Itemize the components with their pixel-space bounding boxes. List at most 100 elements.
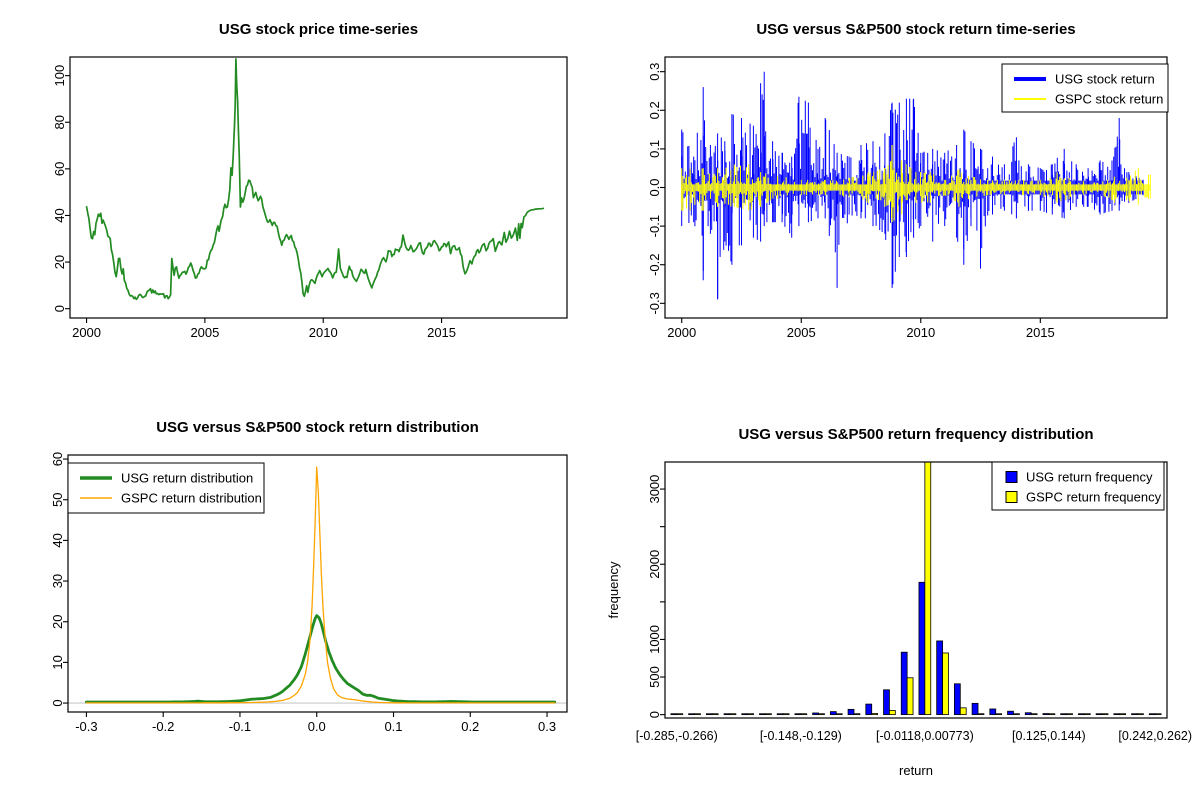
- series-usg-return-distribution: [85, 614, 557, 704]
- bar-usg-return-frequency: [953, 683, 961, 716]
- bar-usg-return-frequency: [812, 712, 819, 716]
- bin-tick-label: [-0.0118,0.00773): [876, 729, 974, 743]
- bar-usg-return-frequency: [1113, 713, 1121, 716]
- x-tick-label: 0.1: [384, 719, 402, 734]
- x-tick-label: 2000: [667, 325, 696, 340]
- y-tick-label: -0.2: [647, 254, 662, 276]
- bar-usg-return-frequency: [1078, 713, 1085, 716]
- legend: USG return frequency GSPC return frequenc…: [991, 461, 1165, 511]
- x-tick-label: 2010: [309, 325, 338, 340]
- bar-gspc-return-frequency: [1030, 713, 1038, 716]
- legend-label: USG return distribution: [121, 471, 253, 486]
- bar-usg-return-frequency: [1148, 713, 1156, 716]
- plot-box: [69, 56, 568, 319]
- bar-gspc-return-frequency: [853, 713, 861, 716]
- y-tick-label: 10: [50, 655, 65, 669]
- y-tick-label: 20: [50, 614, 65, 628]
- bar-gspc-return-frequency: [764, 713, 772, 716]
- bin-tick-label: [0.242,0.262): [1118, 729, 1192, 743]
- y-tick-label: 40: [52, 208, 67, 222]
- panel-usg-price-timeseries: USG stock price time-series 2000 2005 2010 2…: [52, 21, 568, 340]
- bin-tick-label: [-0.285,-0.266): [636, 729, 718, 743]
- legend-label: GSPC return distribution: [121, 491, 262, 506]
- y-tick-label: 500: [647, 666, 662, 688]
- y-tick-label: 50: [50, 492, 65, 506]
- x-tick-label: 0.0: [308, 719, 326, 734]
- plot-series: [681, 71, 1151, 300]
- chart-title: USG versus S&P500 return frequency distr…: [738, 426, 1093, 443]
- bar-usg-return-frequency: [1060, 713, 1068, 716]
- x-tick-label: -0.1: [229, 719, 251, 734]
- y-tick-label: 0: [50, 699, 65, 706]
- bar-gspc-return-frequency: [676, 713, 684, 716]
- bar-usg-return-frequency: [688, 713, 695, 716]
- y-tick-label: -0.1: [647, 215, 662, 237]
- plot-box: [67, 454, 568, 713]
- legend-rect-swatch-icon: [1005, 491, 1018, 503]
- series-gspc-stock-return: [681, 145, 1151, 223]
- bar-gspc-return-frequency: [1083, 713, 1091, 716]
- y-tick-label: 0.3: [647, 63, 662, 81]
- bar-gspc-return-frequency: [782, 713, 790, 716]
- x-tick-label: 2000: [72, 325, 101, 340]
- bar-usg-return-frequency: [705, 713, 713, 716]
- bar-gspc-return-frequency: [835, 713, 843, 716]
- bar-usg-return-frequency: [865, 703, 873, 716]
- bar-usg-return-frequency: [1007, 710, 1014, 716]
- bar-usg-return-frequency: [1024, 712, 1032, 716]
- x-tick-label: 0.3: [538, 719, 556, 734]
- bar-gspc-return-frequency: [959, 707, 967, 716]
- bar-usg-return-frequency: [1095, 713, 1103, 716]
- y-tick-label: 20: [52, 255, 67, 269]
- bar-gspc-return-frequency: [747, 713, 754, 716]
- bar-gspc-return-frequency: [1101, 713, 1109, 716]
- plot-series: [68, 466, 567, 704]
- x-tick-label: -0.3: [75, 719, 97, 734]
- legend: USG stock return GSPC stock return: [1001, 63, 1169, 113]
- bar-gspc-return-frequency: [694, 713, 701, 716]
- chart-title: USG stock price time-series: [219, 21, 418, 38]
- panel-return-frequency-histogram: USG versus S&P500 return frequency distr…: [606, 426, 1192, 778]
- panel-return-distribution: USG versus S&P500 stock return distribut…: [50, 419, 568, 734]
- bar-gspc-return-frequency: [1154, 713, 1162, 716]
- bar-gspc-return-frequency: [800, 713, 808, 716]
- bin-tick-label: [0.125,0.144): [1012, 729, 1086, 743]
- y-tick-label: 3000: [647, 475, 662, 504]
- y-tick-label: 80: [52, 115, 67, 129]
- y-tick-label: 0.0: [647, 178, 662, 196]
- bar-gspc-return-frequency: [1119, 713, 1127, 716]
- y-tick-label: 0: [52, 305, 67, 312]
- y-tick-label: 100: [52, 65, 67, 87]
- bar-gspc-return-frequency: [1066, 713, 1073, 716]
- plot-box: [664, 461, 1168, 719]
- y-tick-label: 60: [52, 162, 67, 176]
- y-tick-label: 0: [647, 711, 662, 718]
- bar-usg-return-frequency: [776, 713, 784, 716]
- bar-usg-return-frequency: [723, 713, 731, 716]
- bar-usg-return-frequency: [936, 640, 943, 716]
- x-tick-label: -0.2: [152, 719, 174, 734]
- x-tick-label: 2010: [906, 325, 935, 340]
- y-tick-label: 60: [50, 452, 65, 466]
- bar-gspc-return-frequency: [1137, 713, 1144, 716]
- bar-gspc-return-frequency: [906, 677, 914, 716]
- legend: USG return distribution GSPC return distr…: [67, 462, 265, 514]
- bar-usg-return-frequency: [883, 689, 890, 716]
- bar-gspc-return-frequency: [1013, 713, 1020, 716]
- legend-label: USG stock return: [1055, 72, 1155, 87]
- chart-title: USG versus S&P500 stock return distribut…: [156, 419, 479, 436]
- bar-gspc-return-frequency: [924, 462, 932, 716]
- chart-title: USG versus S&P500 stock return time-seri…: [756, 21, 1075, 38]
- bar-gspc-return-frequency: [942, 652, 949, 716]
- bar-gspc-return-frequency: [818, 713, 825, 716]
- y-tick-label: 1000: [647, 625, 662, 654]
- legend-rect-swatch-icon: [1005, 471, 1018, 483]
- bar-gspc-return-frequency: [977, 713, 985, 716]
- x-tick-label: 2015: [1026, 325, 1055, 340]
- series-gspc-return-distribution: [85, 466, 556, 704]
- panel-usg-vs-sp500-return-timeseries: USG versus S&P500 stock return time-seri…: [647, 21, 1169, 340]
- y-tick-label: 40: [50, 533, 65, 547]
- bar-usg-return-frequency: [741, 713, 749, 716]
- bar-usg-return-frequency: [847, 708, 855, 716]
